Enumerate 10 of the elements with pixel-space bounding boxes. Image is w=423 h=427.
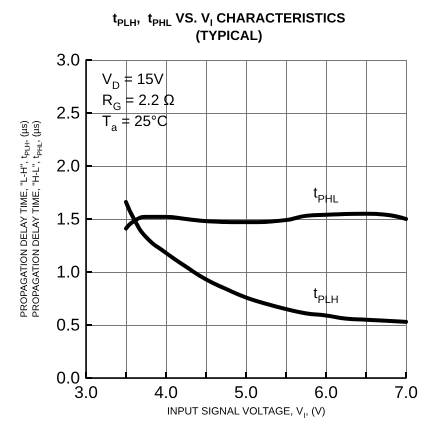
y-tick-label: 0.5	[56, 316, 80, 334]
x-tick-label: 5.0	[234, 383, 258, 402]
y-tick-label: 1.0	[56, 262, 80, 282]
x-tick-label: 6.0	[314, 383, 338, 402]
y-tick-label: 1.5	[56, 210, 80, 228]
y-tick-label: 3.0	[56, 50, 80, 70]
y-tick-label: 2.5	[56, 104, 80, 122]
x-tick-label: 4.0	[154, 383, 178, 402]
y-tick-label: 2.0	[56, 156, 80, 176]
x-tick-label: 7.0	[394, 383, 418, 402]
